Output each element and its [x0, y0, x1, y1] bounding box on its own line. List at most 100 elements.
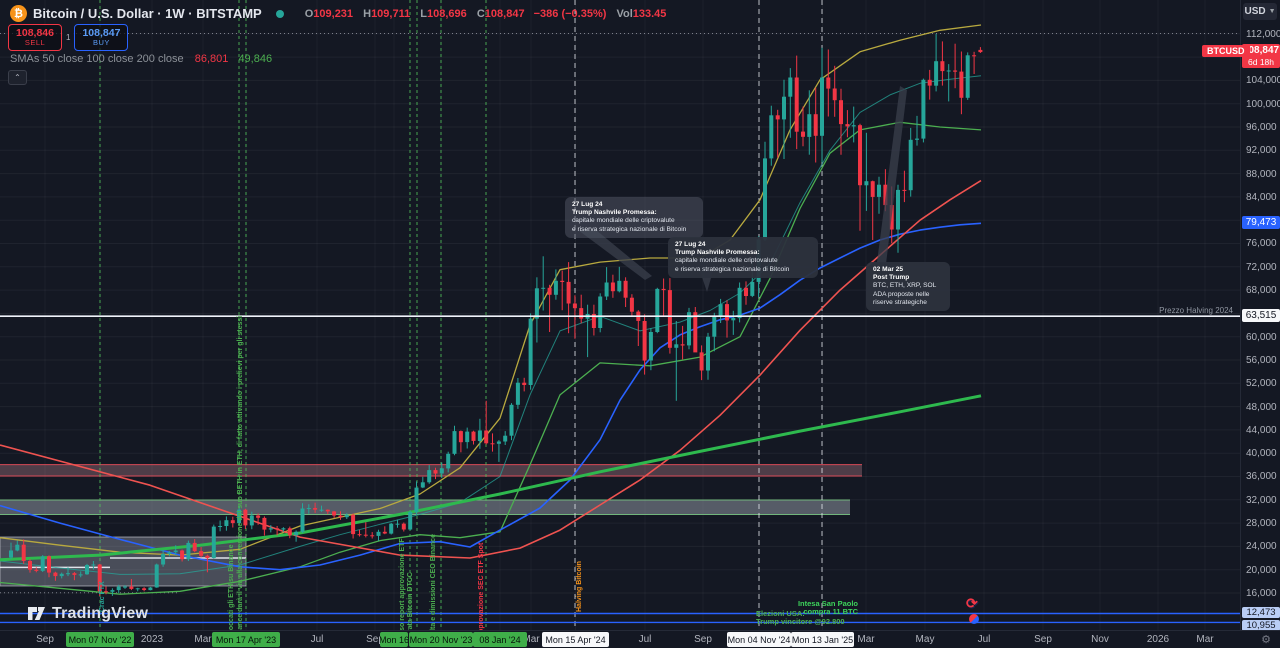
price-axis[interactable]: 112,000 104,000 100,000 96,000 92,000 88,000 8… — [1240, 0, 1280, 632]
candle — [97, 564, 102, 592]
time-event-badge: Mon 16 — [380, 632, 408, 647]
chart-canvas[interactable]: Prezzo Halving 2024 Crac FTX Sbloccati gli… — [0, 0, 1240, 630]
tooltip-line: BTC, ETH, XRP, SOL — [873, 282, 937, 290]
low-label: L — [420, 7, 428, 20]
candle — [699, 352, 704, 371]
open-label: O — [304, 7, 314, 20]
halving-line-label: Prezzo Halving 2024 — [1159, 306, 1233, 315]
candle — [496, 441, 501, 444]
candle — [572, 303, 577, 309]
open-value: 109,231 — [313, 7, 354, 20]
candle — [199, 551, 204, 556]
price-tick-label: 56,000 — [1246, 354, 1277, 366]
candle — [414, 487, 419, 513]
annotation-tooltip-nashville-2[interactable]: 27 Lug 24 Trump Nashvile Promessa: capit… — [668, 237, 818, 278]
price-tick-label: 72,000 — [1246, 261, 1277, 273]
candle — [211, 526, 216, 559]
candle — [452, 431, 457, 454]
candle — [167, 552, 172, 554]
close-label: C — [476, 7, 485, 20]
candle — [446, 453, 451, 469]
candle — [420, 482, 425, 488]
time-tick-label: Jul — [977, 634, 991, 645]
candle — [123, 586, 127, 588]
candle — [332, 511, 337, 516]
news-line: Intesa San Paolo — [797, 599, 858, 608]
candle — [294, 531, 299, 536]
candle — [845, 124, 850, 127]
symbol-title[interactable]: Bitcoin / U.S. Dollar · 1W · BITSTAMP — [33, 6, 262, 21]
candle — [40, 556, 45, 571]
candle — [522, 382, 527, 385]
candle — [629, 297, 634, 312]
candle — [858, 125, 862, 186]
candle — [471, 431, 476, 441]
candle — [351, 514, 356, 535]
price-tick-label: 36,000 — [1246, 471, 1277, 483]
candle — [902, 189, 907, 191]
sma-indicator-legend[interactable]: SMAs 50 close 100 close 200 close 86,801… — [10, 53, 272, 65]
candle — [186, 542, 191, 560]
annotation-tooltip-post-trump[interactable]: 02 Mar 25 Post Trump BTC, ETH, XRP, SOL … — [866, 262, 950, 312]
candle — [306, 508, 311, 509]
time-tick-label: Sep — [694, 634, 712, 645]
gear-icon[interactable]: ⚙ — [1261, 634, 1271, 646]
annotation-tooltip-nashville-1[interactable]: 27 Lug 24 Trump Nashvile Promessa: capit… — [565, 197, 703, 238]
tooltip-date: 27 Lug 24 — [572, 201, 603, 208]
candle — [706, 336, 710, 371]
candle — [870, 181, 875, 197]
candle — [813, 114, 818, 136]
candle — [851, 125, 856, 127]
time-tick-label: Jul — [638, 634, 652, 645]
ohlc-values: O109,231 H109,711 L108,696 C108,847 −386… — [298, 8, 667, 20]
time-tick-label: Jul — [310, 634, 324, 645]
refresh-circular-arrows-icon[interactable]: ⟳ — [966, 595, 978, 611]
candle — [604, 282, 609, 297]
market-open-status-icon — [275, 9, 284, 18]
candle — [515, 382, 520, 405]
candle — [154, 564, 159, 588]
candle — [655, 288, 660, 332]
candle — [389, 523, 394, 534]
buy-button[interactable]: 108,847 BUY — [74, 24, 129, 51]
sell-button[interactable]: 108,846 SELL — [8, 24, 62, 51]
candle — [667, 290, 672, 348]
candle — [864, 181, 869, 186]
candle — [439, 468, 444, 474]
candle — [281, 528, 286, 530]
candle — [560, 280, 565, 282]
high-value: 109,711 — [371, 7, 411, 20]
candle — [458, 431, 463, 443]
symbol-price-label: BTCUSD — [1202, 45, 1250, 58]
event-caption-vertical: Approvazione SEC ETF Spot — [478, 542, 485, 630]
time-tick-label: Mar — [522, 634, 540, 645]
volume-label: Vol — [616, 7, 633, 20]
sell-label: SELL — [24, 38, 46, 48]
halving-price-badge: 63,515 — [1242, 309, 1280, 323]
candle — [889, 205, 894, 230]
red-blue-orb-icon — [969, 614, 979, 624]
price-tick-label: 68,000 — [1246, 285, 1277, 297]
tradingview-watermark[interactable]: TradingView — [26, 603, 148, 624]
time-tick-label: Sep — [1034, 634, 1052, 645]
price-tick-label: 24,000 — [1246, 541, 1277, 553]
candle — [946, 70, 951, 72]
candle — [47, 556, 51, 573]
candle — [262, 517, 267, 530]
symbol-badge-text: BTCUSD — [1207, 46, 1245, 57]
time-event-badge: Mon 04 Nov '24 — [727, 632, 791, 647]
time-axis[interactable]: ⚙ Sep 2023 Mar Jul Sep Mar Jul Sep Mar May Jul Sep N… — [0, 630, 1280, 648]
candle — [680, 344, 685, 346]
candle — [648, 332, 653, 361]
volume-value: 133.45 — [632, 7, 667, 20]
candle — [344, 514, 349, 518]
time-tick-label: Sep — [366, 634, 384, 645]
time-event-badge: Mon 13 Jan '25 — [791, 632, 854, 647]
candle — [725, 304, 729, 321]
candle — [712, 315, 717, 337]
currency-selector[interactable]: USD ▼ — [1243, 3, 1277, 20]
spread-value: 1 — [63, 32, 74, 43]
price-tick-label: 40,000 — [1246, 448, 1277, 460]
collapse-legend-button[interactable]: ⌃ — [8, 70, 27, 85]
time-event-badge: Mon 17 Apr '23 — [212, 632, 280, 647]
